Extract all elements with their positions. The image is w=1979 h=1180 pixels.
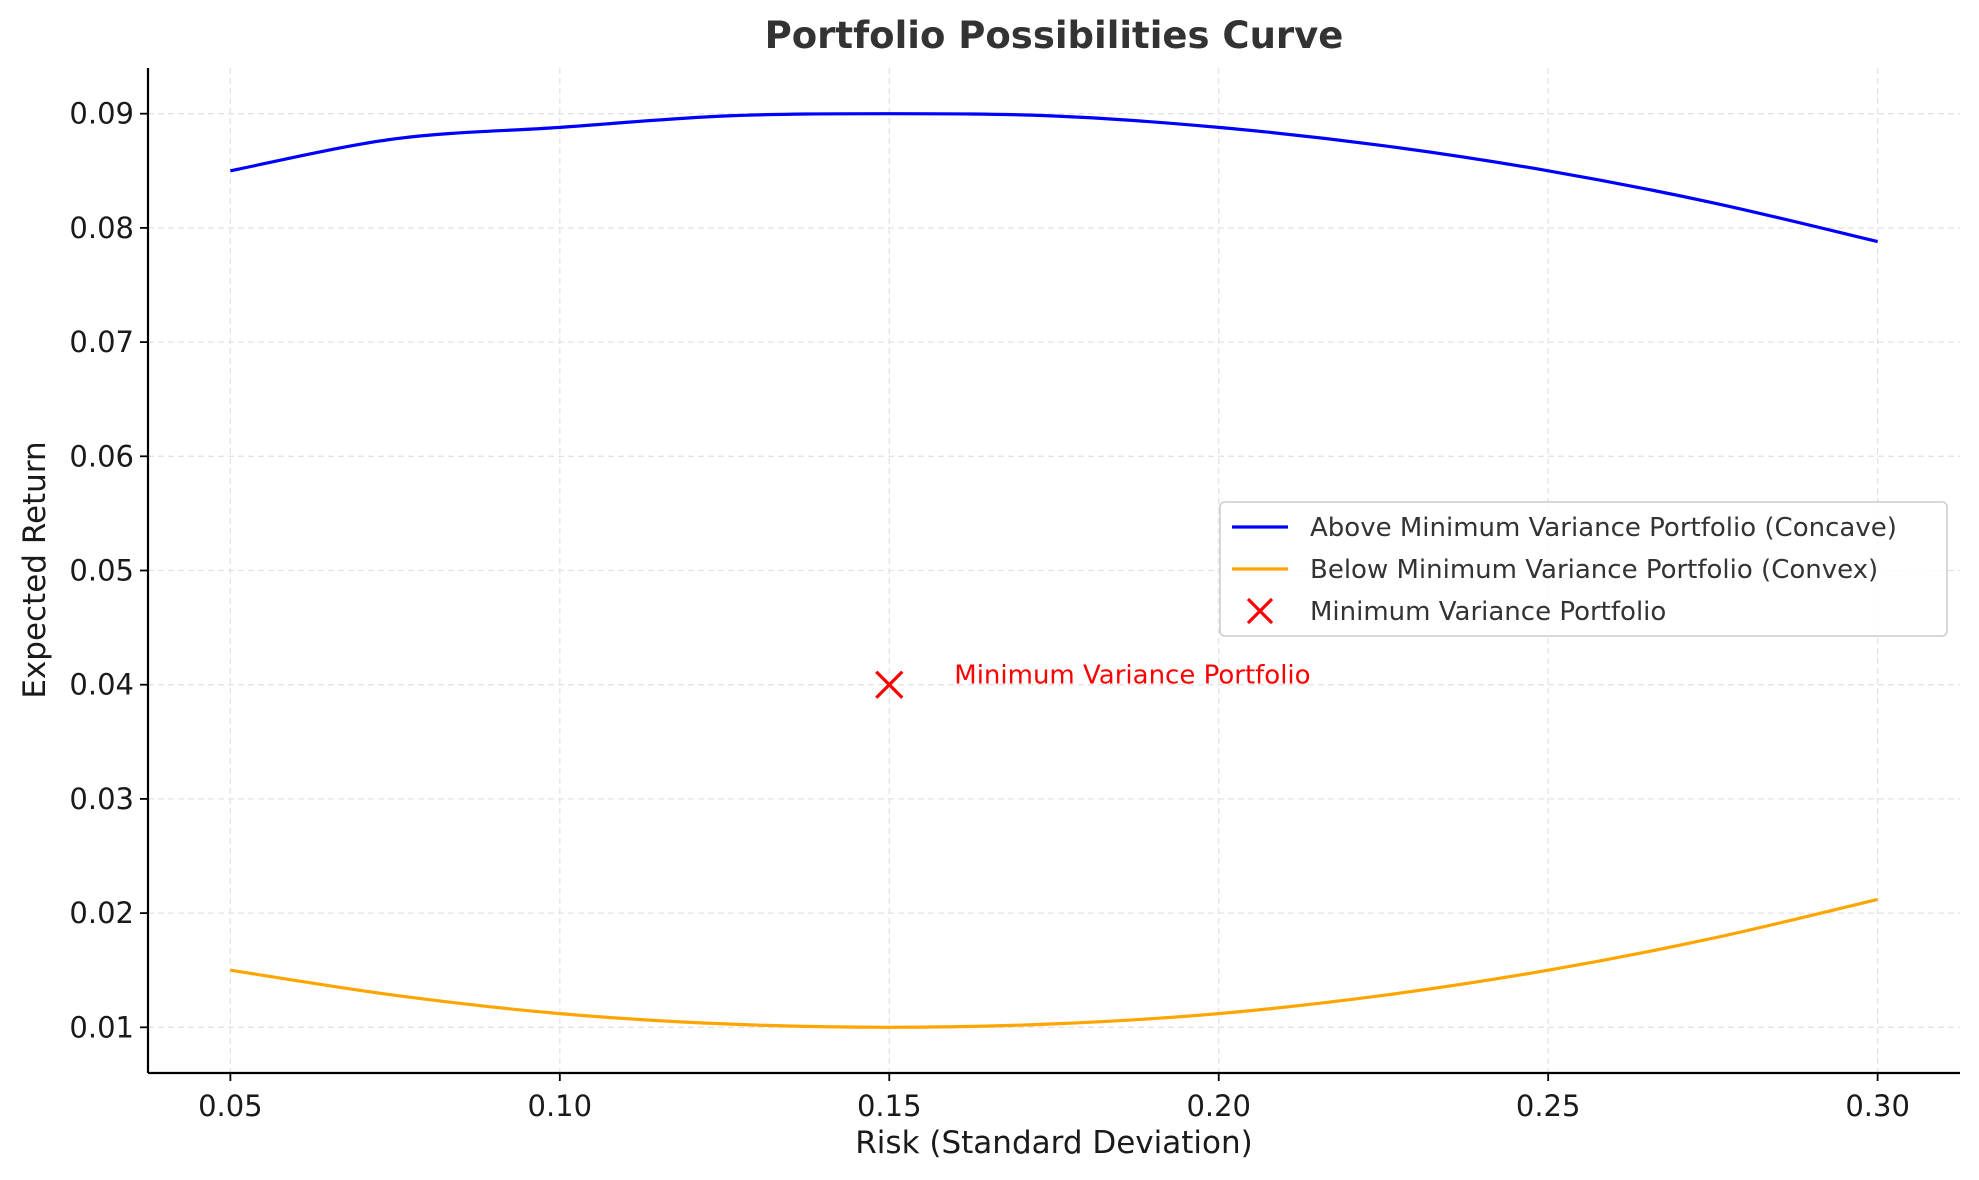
legend: Above Minimum Variance Portfolio (Concav…: [1219, 501, 1948, 637]
legend-swatch: [1246, 597, 1274, 625]
x-tick-label: 0.15: [857, 1089, 922, 1123]
grid: [148, 68, 1960, 1073]
marker-stroke: [875, 670, 904, 699]
x-tick-label: 0.10: [528, 1089, 593, 1123]
y-axis-ticks: 0.01 0.02 0.03 0.04 0.05 0.06 0.07 0.08 0.09: [69, 97, 148, 1044]
min-variance-annotation: Minimum Variance Portfolio: [954, 661, 1310, 691]
legend-marker-stroke: [1246, 597, 1274, 625]
y-tick-label: 0.08: [69, 211, 134, 245]
legend-label: Minimum Variance Portfolio: [1310, 597, 1666, 627]
y-tick-label: 0.05: [69, 554, 134, 588]
legend-label: Below Minimum Variance Portfolio (Convex…: [1310, 555, 1878, 585]
x-tick-label: 0.25: [1516, 1089, 1581, 1123]
y-tick-label: 0.09: [69, 97, 134, 131]
x-axis-ticks: 0.05 0.10 0.15 0.20 0.25 0.30: [198, 1073, 1910, 1123]
points-layer: Minimum Variance Portfolio: [875, 661, 1311, 699]
series-line-1: [230, 112, 1879, 244]
y-axis-title: Expected Return: [17, 441, 53, 698]
chart-title: Portfolio Possibilities Curve: [765, 14, 1344, 57]
x-tick-label: 0.20: [1186, 1089, 1251, 1123]
y-tick-label: 0.02: [69, 896, 134, 930]
series-line-2: [230, 897, 1879, 1029]
series-layer: [230, 112, 1879, 1029]
x-axis-title: Risk (Standard Deviation): [855, 1125, 1252, 1161]
legend-box: [1219, 501, 1948, 637]
y-tick-label: 0.06: [69, 439, 134, 473]
y-tick-label: 0.04: [69, 668, 134, 702]
y-tick-label: 0.07: [69, 325, 134, 359]
legend-label: Above Minimum Variance Portfolio (Concav…: [1310, 513, 1897, 543]
x-tick-label: 0.05: [198, 1089, 263, 1123]
y-tick-label: 0.03: [69, 782, 134, 816]
y-tick-label: 0.01: [69, 1010, 134, 1044]
min-variance-marker: [875, 670, 904, 699]
x-tick-label: 0.30: [1845, 1089, 1910, 1123]
